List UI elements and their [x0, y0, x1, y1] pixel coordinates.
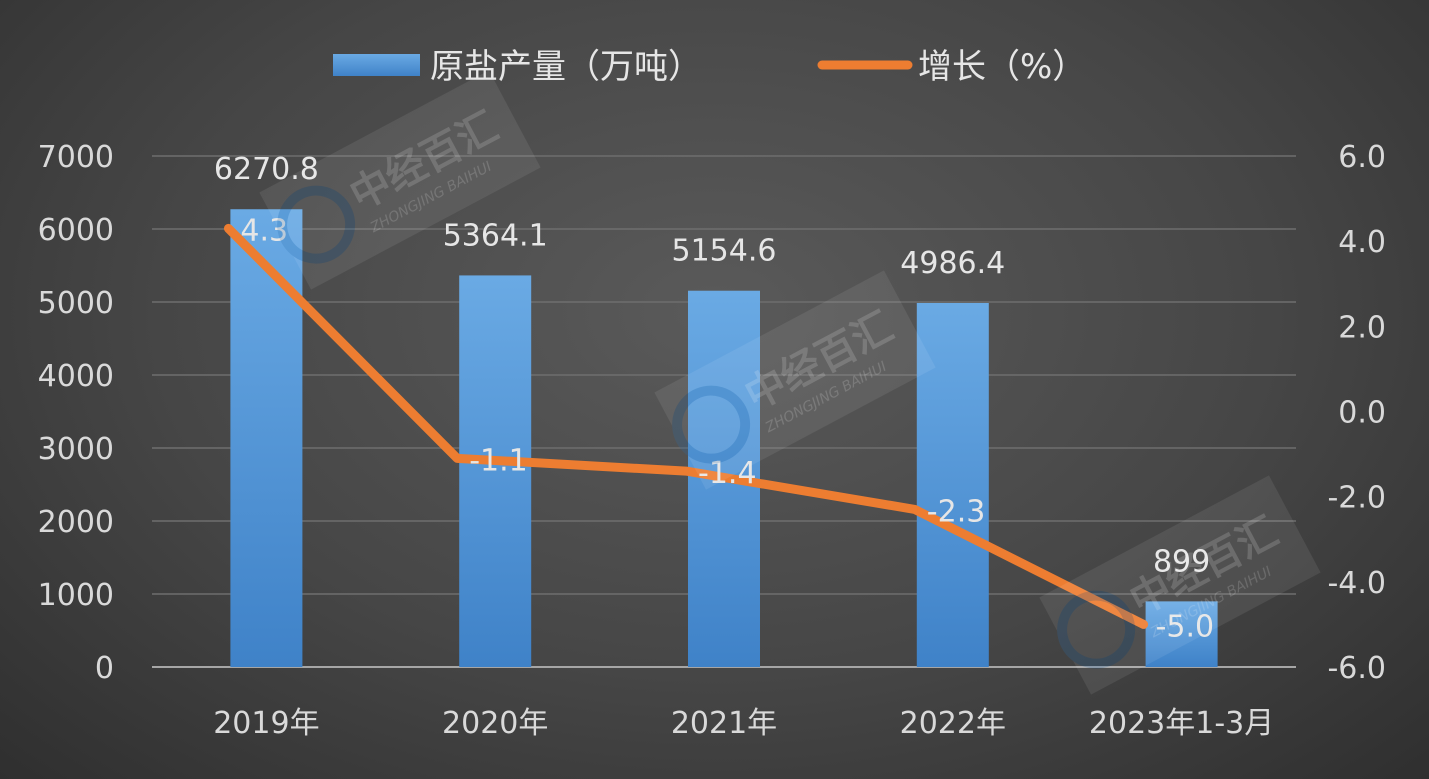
y-right-tick-label: 4.0	[1338, 225, 1386, 260]
bar	[459, 275, 532, 667]
y-right-tick-label: -2.0	[1327, 481, 1386, 516]
y-left-tick-label: 0	[95, 651, 114, 686]
x-tick-label: 2019年	[213, 706, 319, 741]
bar	[230, 209, 303, 667]
legend-label-line: 增长（%）	[918, 47, 1086, 87]
y-right-tick-label: -4.0	[1327, 566, 1386, 601]
y-left-tick-label: 1000	[38, 578, 114, 613]
y-axis-right: -6.0 -4.0 -2.0 0.0 2.0 4.0 6.0	[1327, 140, 1386, 686]
bar-data-label: 5154.6	[672, 234, 777, 269]
watermark-bg	[259, 70, 541, 290]
watermark-bg	[654, 270, 936, 490]
y-right-tick-label: 2.0	[1338, 310, 1386, 345]
y-left-tick-label: 7000	[38, 140, 114, 175]
bar-data-label: 899	[1153, 544, 1210, 579]
legend-label-bar: 原盐产量（万吨）	[430, 47, 702, 87]
bar-data-label: 4986.4	[900, 246, 1005, 281]
x-tick-label: 2021年	[671, 706, 777, 741]
y-left-tick-label: 2000	[38, 505, 114, 540]
bar-data-label: 6270.8	[214, 152, 319, 187]
watermark-logo-icon	[672, 385, 751, 464]
y-left-tick-label: 5000	[38, 286, 114, 321]
bar-data-label: 5364.1	[443, 218, 548, 253]
watermark-logo-icon	[1057, 590, 1136, 669]
y-right-tick-label: -6.0	[1327, 651, 1386, 686]
line-data-label: -2.3	[927, 494, 986, 529]
y-left-tick-label: 4000	[38, 359, 114, 394]
line-data-label: -5.0	[1156, 609, 1215, 644]
x-tick-label: 2023年1-3月	[1089, 706, 1274, 741]
line-point	[454, 455, 461, 462]
y-left-tick-label: 6000	[38, 213, 114, 248]
data-labels: 6270.8 5364.1 5154.6 4986.4 899 4.3 -1.1 -1.4 -2…	[214, 152, 1214, 644]
line-point	[911, 506, 918, 513]
legend-swatch-bar	[333, 54, 420, 76]
watermark-logo-icon	[277, 185, 356, 264]
line-point	[683, 468, 689, 475]
line-series	[223, 223, 1149, 629]
y-axis-left: 0 1000 2000 3000 4000 5000 6000 7000	[38, 140, 114, 686]
line-data-label: -1.1	[469, 443, 528, 478]
bar	[1145, 601, 1218, 667]
y-right-tick-label: 6.0	[1338, 140, 1386, 175]
legend: 原盐产量（万吨） 增长（%）	[333, 47, 1086, 87]
y-right-tick-label: 0.0	[1338, 396, 1386, 431]
line-point	[225, 225, 232, 232]
y-left-tick-label: 3000	[38, 432, 114, 467]
x-tick-label: 2020年	[442, 706, 548, 741]
watermark-bg	[1039, 475, 1321, 695]
line-data-label: -1.4	[698, 456, 757, 491]
x-axis: 2019年 2020年 2021年 2022年 2023年1-3月	[152, 666, 1296, 741]
line-data-label: 4.3	[240, 213, 288, 248]
line-point	[1140, 621, 1147, 628]
bar	[916, 302, 989, 667]
x-tick-label: 2022年	[900, 706, 1006, 741]
